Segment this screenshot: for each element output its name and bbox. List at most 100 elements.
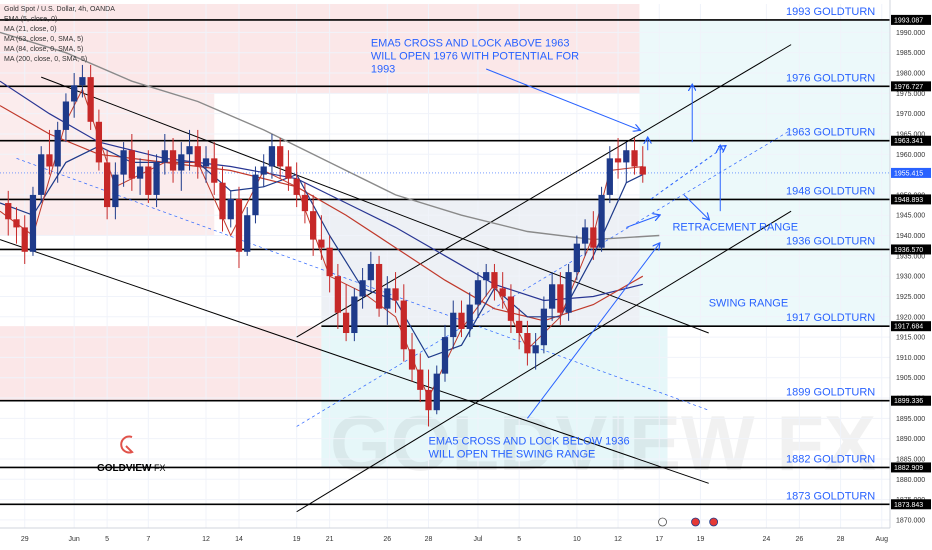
candle-body — [384, 288, 391, 309]
arrow-retracement — [683, 194, 709, 219]
candle-body — [573, 243, 580, 273]
candle-body — [21, 227, 28, 252]
price-tick-label: 1930.000 — [896, 274, 925, 281]
candle-body — [614, 158, 622, 163]
candle-body — [235, 198, 243, 252]
annotation-text: EMA5 CROSS AND LOCK ABOVE 1963 — [371, 38, 570, 50]
time-tick-label: 29 — [21, 536, 29, 543]
candle-body — [590, 227, 597, 248]
candle-body — [532, 345, 539, 354]
price-tick-label: 1895.000 — [896, 416, 925, 423]
time-tick-label: 28 — [425, 536, 433, 543]
candle-body — [46, 154, 53, 167]
price-tick-label: 1970.000 — [896, 111, 925, 118]
watermark: GOLDVIEW FX — [330, 399, 876, 487]
current-price-label: 1955.415 — [894, 170, 923, 177]
price-tick-label: 1975.000 — [896, 91, 925, 98]
time-tick-label: 7 — [146, 536, 150, 543]
candle-body — [400, 300, 407, 350]
candle-body — [62, 101, 70, 130]
price-tick-label: 1925.000 — [896, 294, 925, 301]
candle-body — [87, 77, 94, 122]
time-tick-label: 12 — [202, 536, 210, 543]
candle-body — [211, 158, 218, 183]
level-label: 1936 GOLDTURN — [786, 235, 875, 247]
candle-body — [581, 227, 589, 244]
time-tick-label: 10 — [573, 536, 581, 543]
price-tick-label: 1940.000 — [896, 233, 925, 240]
candle-body — [499, 288, 506, 297]
time-tick-label: Jun — [69, 536, 80, 543]
price-tag — [891, 135, 931, 146]
candle-body — [565, 272, 572, 313]
event-bolt-icon — [658, 517, 667, 527]
candle-body — [301, 194, 309, 212]
candle-body — [458, 312, 465, 329]
candle-body — [260, 166, 267, 175]
legend-indicator: MA (21, close, 0) — [4, 26, 57, 33]
arrow-swing-up — [527, 244, 659, 419]
svg-text:GOLDVIEW FX: GOLDVIEW FX — [330, 399, 876, 487]
price-axis[interactable]: 1870.0001875.0001880.0001885.0001890.000… — [889, 0, 932, 550]
price-tag-label: 1948.893 — [894, 197, 923, 204]
goldturn-levels: 1993 GOLDTURN 1976 GOLDTURN 1963 GOLDTURN 1… — [0, 6, 890, 506]
candle-body — [375, 263, 383, 309]
level-label: 1917 GOLDTURN — [786, 312, 875, 324]
time-tick-label: Jul — [473, 536, 482, 543]
time-axis[interactable]: 29 Jun 5 7 12 14 19 21 26 28 Jul 5 10 12 17 19 24 26 28 Aug — [0, 517, 932, 550]
candle-body — [441, 337, 449, 374]
logo-mark-icon — [120, 435, 134, 454]
candle-body — [219, 182, 226, 220]
legend-indicator: MA (200, close, 0, SMA, 5) — [4, 56, 87, 63]
candle-body — [540, 308, 548, 346]
price-tag — [891, 194, 931, 205]
candle-body — [524, 333, 531, 354]
price-tag — [891, 81, 931, 92]
candle-body — [186, 146, 193, 155]
price-tag-label: 1917.684 — [894, 324, 923, 331]
candle-body — [334, 276, 342, 313]
candle-body — [507, 296, 515, 321]
up-channel-bottom — [296, 210, 792, 513]
zone-lower-resistance — [0, 326, 322, 401]
price-tag — [891, 499, 931, 510]
candle-body — [79, 77, 86, 86]
legend-title: Gold Spot / U.S. Dollar, 4h, OANDA — [4, 6, 115, 13]
price-tag-label: 1963.341 — [894, 138, 923, 145]
candle-body — [557, 284, 564, 313]
level-label: 1993 GOLDTURN — [786, 6, 875, 18]
price-tick-label: 1945.000 — [896, 213, 925, 220]
current-price-tag — [891, 167, 931, 178]
candle-body — [71, 85, 78, 102]
candlesticks — [5, 64, 646, 427]
candle-body — [310, 211, 317, 240]
candle-body — [54, 129, 61, 167]
price-tag-label: 1993.087 — [894, 17, 923, 24]
level-label: 1976 GOLDTURN — [786, 72, 875, 84]
candle-body — [178, 154, 185, 171]
candle-body — [516, 320, 523, 334]
candle-body — [293, 178, 300, 195]
candle-body — [623, 150, 630, 163]
level-label: 1882 GOLDTURN — [786, 453, 875, 465]
time-tick-label: 21 — [326, 536, 334, 543]
price-tag — [891, 321, 931, 332]
annotation-text: WILL OPEN 1976 WITH POTENTIAL FOR — [371, 51, 579, 63]
legend-indicator: MA (63, close, 0, SMA, 5) — [4, 36, 83, 43]
candle-body — [29, 194, 37, 252]
candle-body — [318, 239, 325, 248]
price-tag-label: 1936.570 — [894, 247, 923, 254]
price-tick-label: 1935.000 — [896, 253, 925, 260]
price-tick-label: 1905.000 — [896, 375, 925, 382]
candle-body — [194, 146, 201, 167]
price-tag-label: 1899.336 — [894, 398, 923, 405]
event-flag-icon — [691, 517, 700, 527]
annotation-text: 1993 — [371, 64, 395, 76]
arrow-retracement-label — [626, 215, 659, 228]
candle-body — [466, 304, 473, 329]
candle-body — [13, 219, 20, 228]
price-tick-label: 1910.000 — [896, 355, 925, 362]
time-tick-label: 26 — [383, 536, 391, 543]
price-tick-label: 1990.000 — [896, 30, 925, 37]
